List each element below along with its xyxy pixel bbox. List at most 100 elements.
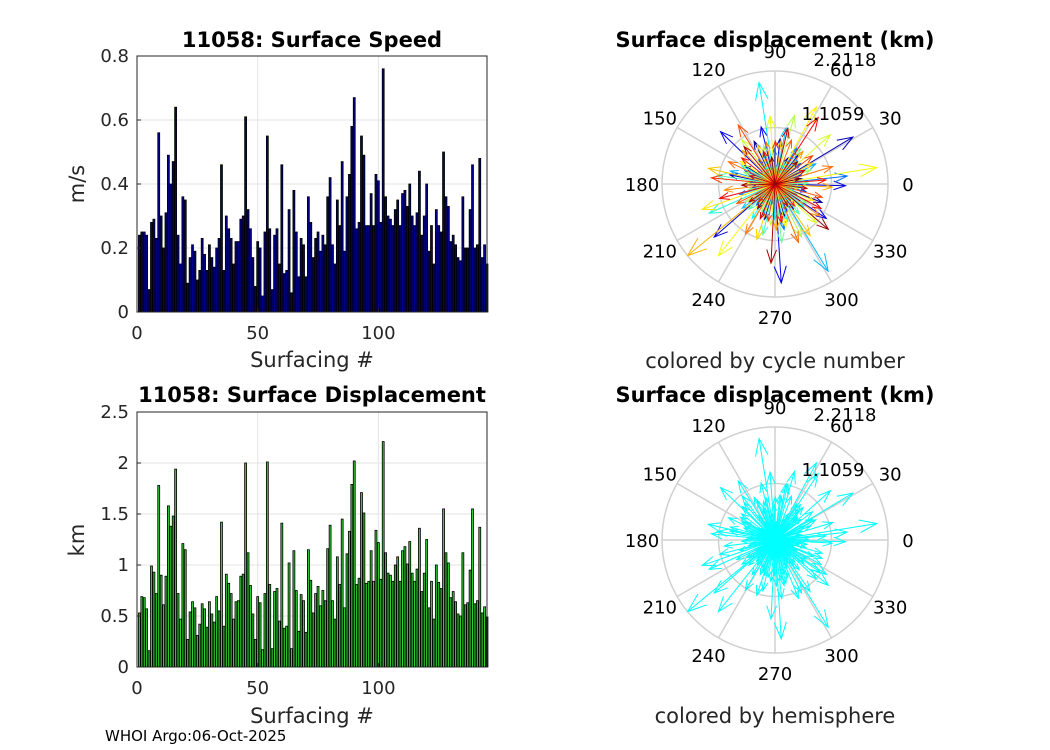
speed-bar <box>338 225 342 313</box>
speed-bar <box>203 253 206 313</box>
compass-top-angle-label: 300 <box>824 290 858 311</box>
compass-top-arrow <box>771 157 776 185</box>
displacement-bar <box>326 548 330 668</box>
displacement-bar <box>234 601 238 668</box>
compass-bottom-arrow <box>774 539 789 563</box>
compass-top-arrowhead <box>742 171 750 177</box>
displacement-bar <box>237 600 240 668</box>
speed-bar <box>159 215 163 313</box>
compass-top-angle-label: 30 <box>879 109 902 130</box>
compass-bottom-arrow <box>717 539 776 613</box>
compass-bottom-arrow <box>762 507 776 541</box>
compass-top-arrow <box>774 140 782 185</box>
compass-top-arrowhead <box>858 163 879 177</box>
compass-top-arrowhead <box>713 224 728 239</box>
speed-bar <box>174 106 177 313</box>
displacement-y-tick-label: 0 <box>118 657 129 678</box>
displacement-bar <box>154 593 158 668</box>
speed-bar <box>167 154 170 313</box>
speed-chart-title: 11058: Surface Speed <box>182 28 442 52</box>
speed-bar <box>309 221 313 313</box>
compass-bottom-arrowhead <box>780 482 789 495</box>
speed-y-axis-label: m/s <box>65 165 89 203</box>
compass-top-arrowhead <box>700 200 717 211</box>
compass-top-arrowhead <box>815 209 828 220</box>
compass-bottom-arrowhead <box>742 527 750 533</box>
speed-bar <box>237 241 240 313</box>
displacement-bar <box>167 505 170 668</box>
compass-bottom-arrowhead <box>833 536 847 547</box>
compass-top-arrow <box>702 183 776 210</box>
compass-top-arrow <box>774 115 795 185</box>
compass-bottom-arrow <box>711 533 776 541</box>
speed-y-tick-label: 0 <box>118 302 129 323</box>
speed-bar <box>258 247 262 313</box>
displacement-bar <box>459 615 462 668</box>
speed-bar <box>377 180 380 313</box>
displacement-bar <box>413 580 416 668</box>
compass-top-arrowhead <box>803 169 812 175</box>
displacement-bar <box>367 580 371 668</box>
compass-bottom-arrow <box>771 513 776 541</box>
compass-bottom-arrowhead <box>717 595 733 613</box>
compass-bottom-arrowhead <box>795 506 804 515</box>
compass-bottom-arrow <box>774 539 823 554</box>
displacement-bar <box>275 588 279 668</box>
compass-top-arrow <box>774 151 804 185</box>
compass-top-arrow <box>741 157 776 185</box>
displacement-bar <box>176 593 180 668</box>
compass-bottom-arrowhead <box>836 492 855 507</box>
speed-bar <box>350 126 354 313</box>
compass-top-arrow <box>774 183 829 272</box>
speed-bar <box>434 209 438 313</box>
displacement-bar <box>287 562 291 668</box>
displacement-bar <box>369 550 373 668</box>
compass-bottom-angle-label: 270 <box>758 664 792 685</box>
compass-top-arrow <box>774 183 782 223</box>
compass-top-arrowhead <box>804 105 818 123</box>
displacement-bar <box>232 618 235 668</box>
compass-top-angle-label: 120 <box>691 60 725 81</box>
compass-bottom-arrowhead <box>817 489 832 503</box>
compass-bottom-arrow <box>774 539 833 544</box>
compass-top-arrowhead <box>755 228 764 241</box>
compass-bottom-arrowhead <box>756 559 763 566</box>
speed-x-tick-label: 100 <box>361 323 395 344</box>
displacement-bar <box>480 612 484 668</box>
compass-bottom-arrow <box>774 539 783 599</box>
compass-bottom-arrow <box>774 490 831 541</box>
compass-bottom-arrow <box>770 539 776 620</box>
compass-bottom-arrowhead <box>794 533 801 538</box>
compass-bottom-arrow <box>774 539 796 563</box>
compass-top-arrow <box>774 183 782 283</box>
speed-bar <box>326 196 330 313</box>
speed-bar <box>154 237 158 313</box>
compass-bottom-arrow <box>774 539 814 557</box>
compass-bottom-arrow <box>774 539 787 584</box>
displacement-plot-frame <box>136 411 488 668</box>
compass-bottom-arrow <box>774 518 813 541</box>
speed-bar <box>323 244 327 313</box>
displacement-bar <box>415 568 419 668</box>
speed-bar <box>239 218 243 313</box>
compass-bottom-arrowhead <box>810 563 822 574</box>
compass-top-arrowhead <box>794 177 801 182</box>
compass-top-angle-label: 210 <box>643 242 677 263</box>
displacement-bar <box>273 591 276 668</box>
compass-top-arrowhead <box>759 211 766 221</box>
compass-bottom-arrowhead <box>792 563 801 571</box>
displacement-bar <box>447 562 450 668</box>
compass-top-arrow <box>767 183 776 222</box>
compass-bottom-arrowhead <box>757 552 764 559</box>
compass-bottom-arrowhead <box>747 559 756 567</box>
compass-bottom-arrowhead <box>789 556 796 564</box>
displacement-bar <box>181 543 185 668</box>
compass-top-arrow <box>749 175 776 185</box>
compass-top-arrow <box>756 183 776 240</box>
compass-bottom-arrow <box>741 513 776 541</box>
compass-bottom-arrowhead <box>744 579 754 592</box>
displacement-bar <box>357 577 361 668</box>
compass-bottom-arrowhead <box>741 505 751 515</box>
compass-bottom-arrowhead <box>761 581 769 593</box>
